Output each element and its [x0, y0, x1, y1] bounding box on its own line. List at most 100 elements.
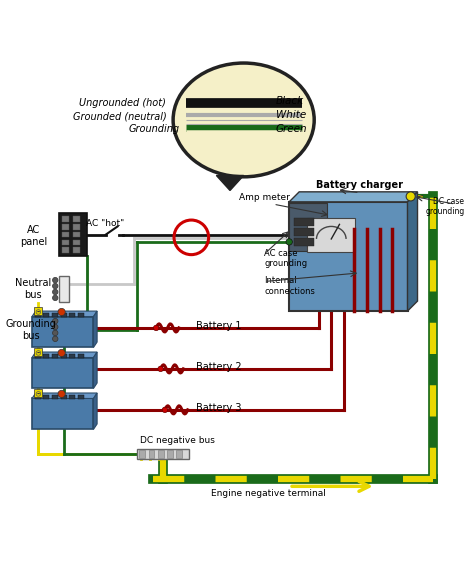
FancyBboxPatch shape — [35, 395, 41, 399]
Polygon shape — [32, 311, 97, 316]
FancyBboxPatch shape — [69, 313, 75, 318]
Circle shape — [154, 325, 159, 330]
FancyBboxPatch shape — [34, 389, 43, 397]
Text: Internal
connections: Internal connections — [264, 276, 315, 296]
Text: Grounded (neutral): Grounded (neutral) — [73, 111, 166, 121]
FancyBboxPatch shape — [167, 450, 173, 458]
FancyBboxPatch shape — [289, 203, 327, 251]
Circle shape — [58, 349, 65, 356]
Circle shape — [286, 239, 292, 245]
Circle shape — [158, 366, 164, 372]
FancyBboxPatch shape — [61, 354, 67, 359]
FancyBboxPatch shape — [52, 313, 58, 318]
Circle shape — [36, 351, 41, 355]
Circle shape — [53, 278, 58, 283]
FancyBboxPatch shape — [44, 395, 49, 399]
Text: Battery 2: Battery 2 — [196, 361, 241, 372]
Circle shape — [53, 336, 58, 342]
FancyBboxPatch shape — [59, 213, 87, 257]
Text: AC "hot": AC "hot" — [86, 219, 124, 228]
Polygon shape — [289, 192, 418, 202]
Polygon shape — [408, 192, 418, 311]
Circle shape — [53, 295, 58, 301]
FancyBboxPatch shape — [34, 307, 43, 315]
FancyBboxPatch shape — [59, 275, 69, 302]
Circle shape — [406, 192, 415, 201]
Text: AC
panel: AC panel — [20, 225, 47, 247]
Text: Neutral
bus: Neutral bus — [15, 279, 52, 300]
Text: Green: Green — [275, 123, 307, 133]
FancyBboxPatch shape — [137, 449, 189, 459]
FancyBboxPatch shape — [78, 395, 84, 399]
Text: -: - — [37, 307, 40, 316]
FancyBboxPatch shape — [62, 224, 69, 230]
Circle shape — [53, 324, 58, 330]
FancyBboxPatch shape — [62, 247, 69, 253]
FancyBboxPatch shape — [35, 313, 41, 318]
FancyBboxPatch shape — [307, 218, 355, 252]
Text: Black: Black — [275, 96, 304, 106]
Text: DC case
grounding: DC case grounding — [425, 196, 465, 216]
Text: -: - — [37, 348, 40, 358]
Polygon shape — [93, 311, 97, 347]
Text: -: - — [37, 390, 40, 399]
Polygon shape — [93, 393, 97, 430]
FancyBboxPatch shape — [148, 450, 155, 458]
FancyBboxPatch shape — [32, 399, 93, 430]
FancyBboxPatch shape — [44, 313, 49, 318]
FancyBboxPatch shape — [32, 358, 93, 388]
Text: White: White — [275, 110, 306, 120]
FancyBboxPatch shape — [44, 354, 49, 359]
FancyBboxPatch shape — [61, 395, 67, 399]
FancyBboxPatch shape — [32, 316, 93, 347]
FancyBboxPatch shape — [59, 316, 69, 343]
FancyBboxPatch shape — [176, 450, 182, 458]
FancyBboxPatch shape — [294, 238, 314, 245]
Text: AC case
grounding: AC case grounding — [264, 249, 307, 269]
Text: Battery 1: Battery 1 — [196, 321, 241, 330]
Circle shape — [58, 309, 65, 316]
FancyBboxPatch shape — [139, 450, 146, 458]
Circle shape — [58, 390, 65, 397]
Text: Ungrounded (hot): Ungrounded (hot) — [80, 97, 166, 108]
Text: Battery 3: Battery 3 — [196, 403, 241, 413]
FancyBboxPatch shape — [158, 450, 164, 458]
FancyBboxPatch shape — [62, 232, 69, 238]
Circle shape — [53, 330, 58, 336]
Polygon shape — [32, 393, 97, 399]
Circle shape — [162, 407, 168, 413]
Circle shape — [36, 392, 41, 396]
FancyBboxPatch shape — [78, 354, 84, 359]
Circle shape — [53, 318, 58, 324]
Ellipse shape — [173, 63, 314, 177]
FancyBboxPatch shape — [34, 348, 43, 356]
FancyBboxPatch shape — [73, 224, 80, 230]
Text: Amp meter: Amp meter — [239, 193, 290, 202]
FancyBboxPatch shape — [78, 313, 84, 318]
FancyBboxPatch shape — [61, 313, 67, 318]
Polygon shape — [32, 352, 97, 358]
FancyBboxPatch shape — [73, 247, 80, 253]
Polygon shape — [216, 176, 244, 190]
Circle shape — [53, 283, 58, 289]
FancyBboxPatch shape — [73, 232, 80, 238]
FancyBboxPatch shape — [294, 218, 314, 226]
Text: Grounding
bus: Grounding bus — [6, 319, 56, 341]
FancyBboxPatch shape — [52, 354, 58, 359]
Text: Battery charger: Battery charger — [316, 180, 403, 190]
FancyBboxPatch shape — [69, 395, 75, 399]
FancyBboxPatch shape — [73, 240, 80, 245]
Polygon shape — [93, 352, 97, 388]
FancyBboxPatch shape — [52, 395, 58, 399]
FancyBboxPatch shape — [35, 354, 41, 359]
Text: Engine negative terminal: Engine negative terminal — [211, 489, 326, 498]
FancyBboxPatch shape — [62, 240, 69, 245]
FancyBboxPatch shape — [69, 354, 75, 359]
FancyBboxPatch shape — [294, 228, 314, 235]
FancyBboxPatch shape — [289, 202, 408, 311]
Circle shape — [53, 289, 58, 294]
FancyBboxPatch shape — [62, 216, 69, 222]
Text: DC negative bus: DC negative bus — [140, 436, 215, 445]
Text: Grounding: Grounding — [129, 123, 180, 133]
Circle shape — [36, 310, 41, 314]
